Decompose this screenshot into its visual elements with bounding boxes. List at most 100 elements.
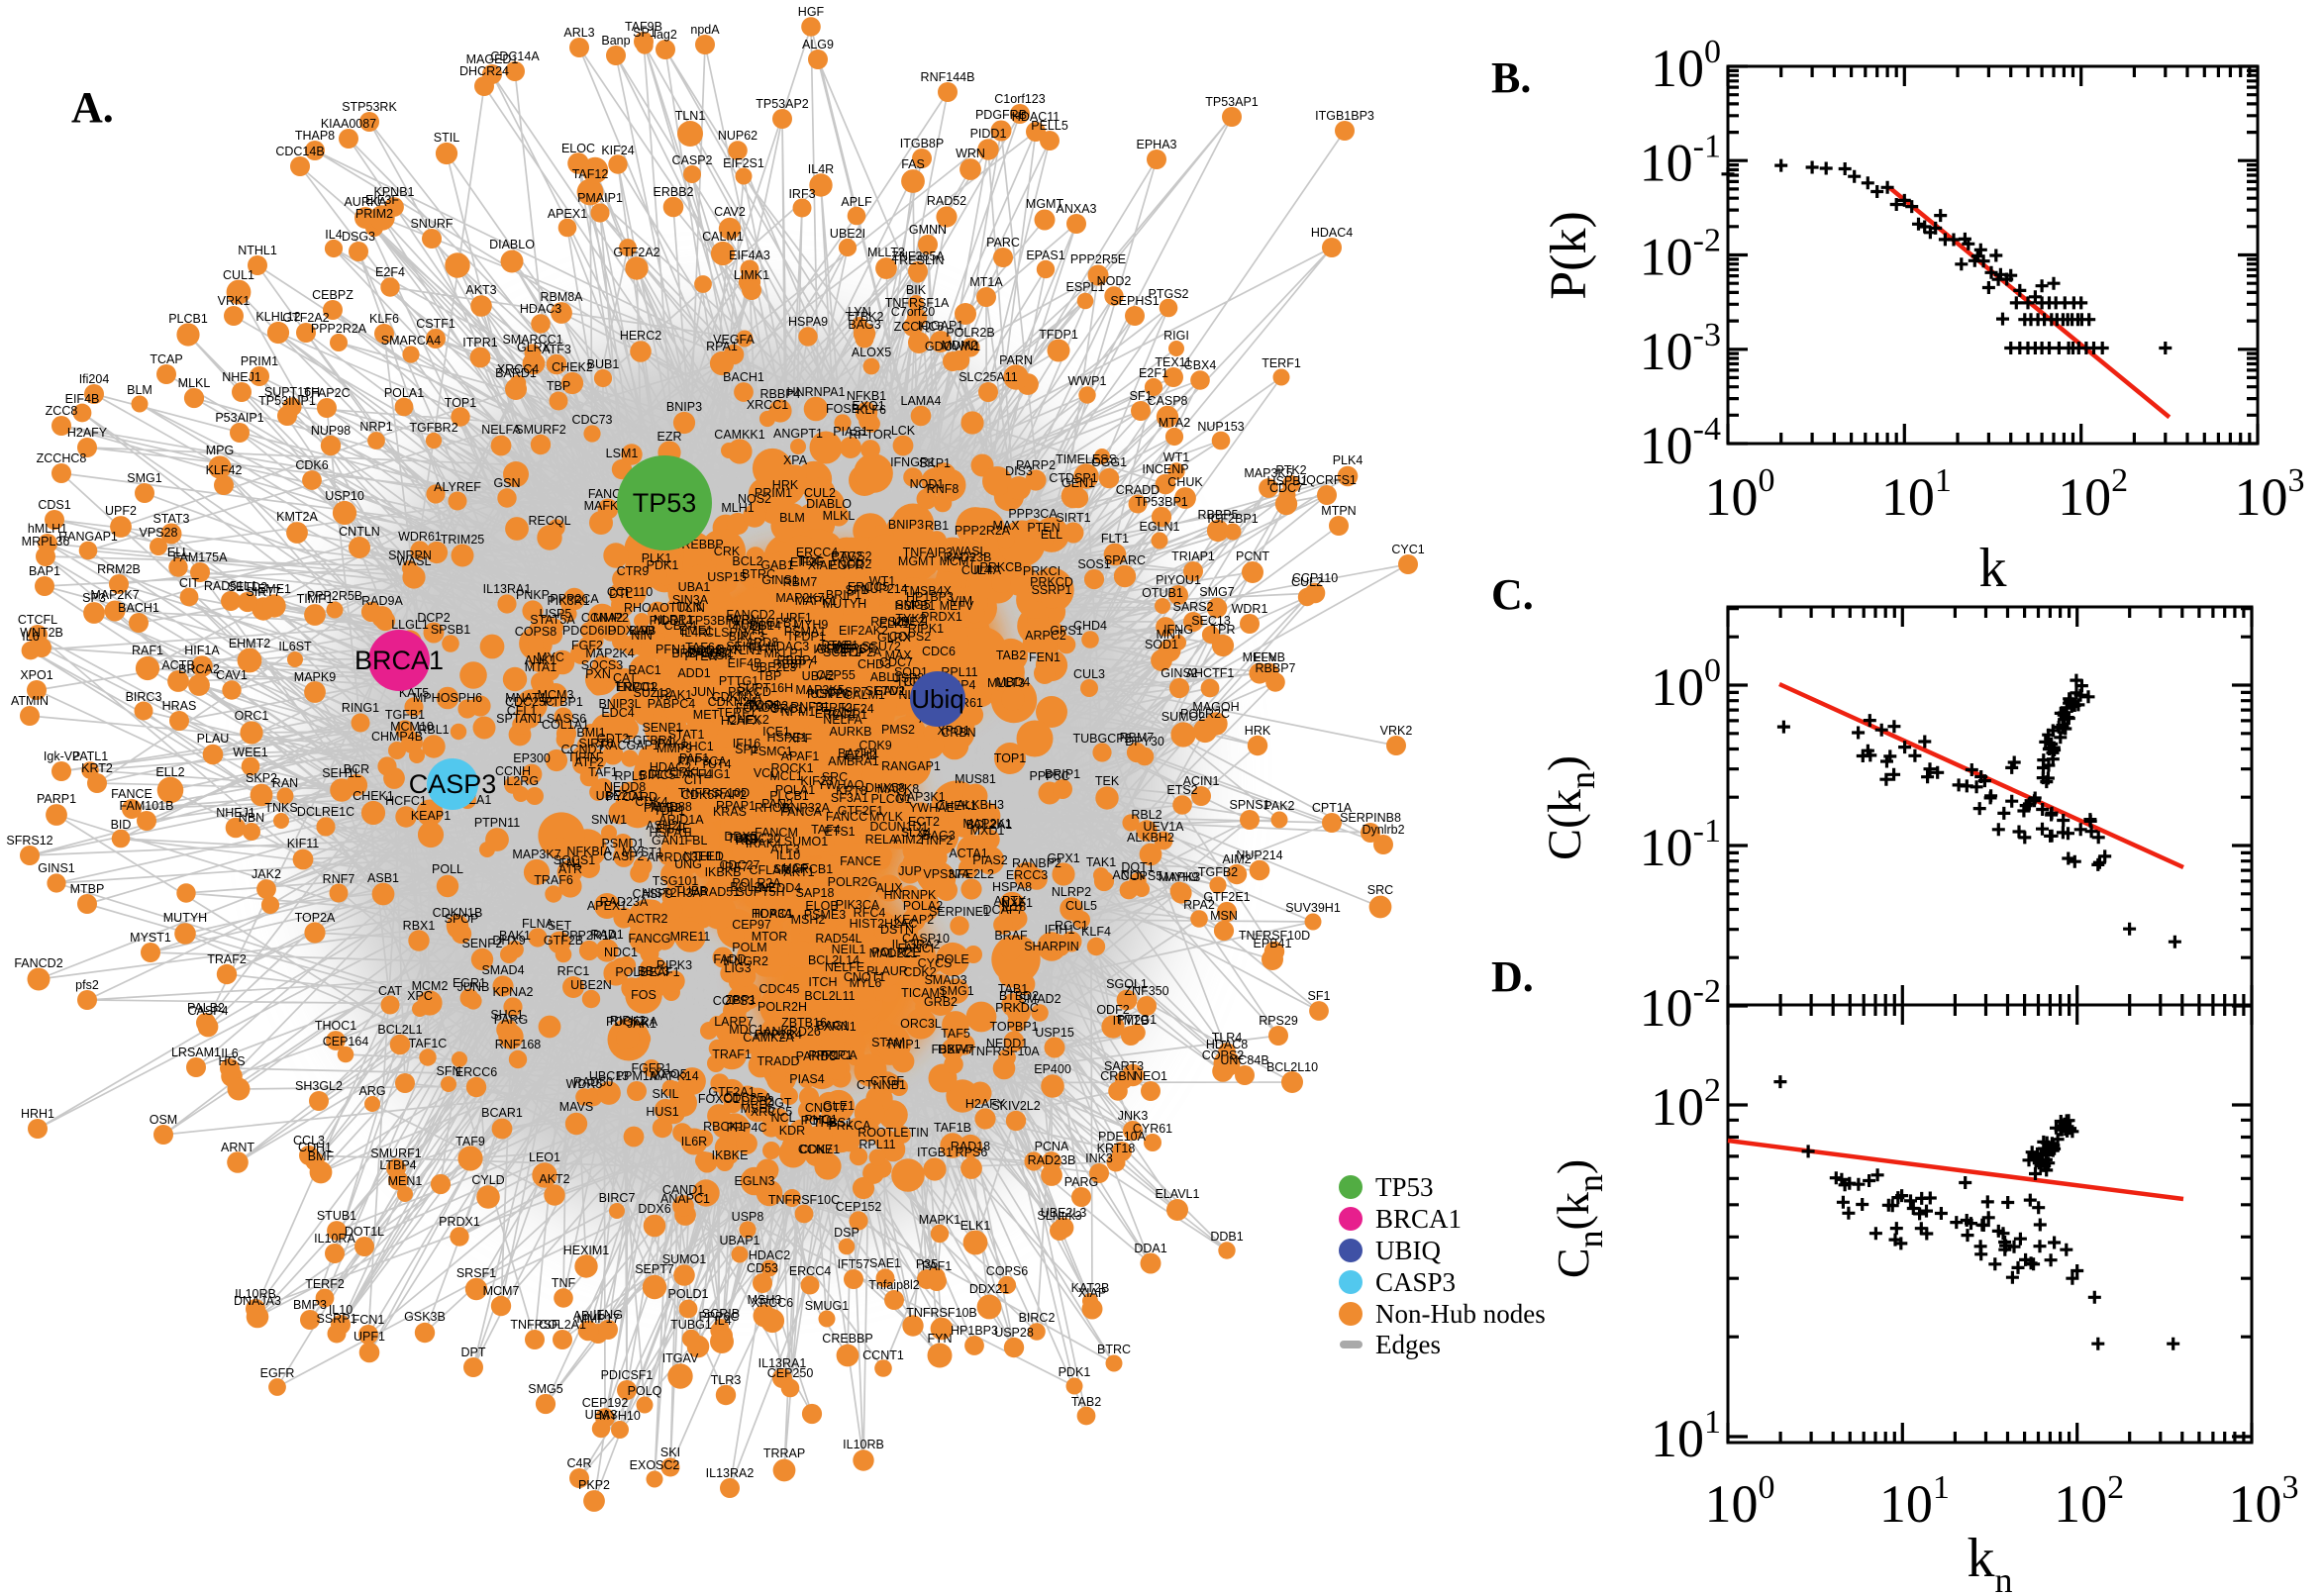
svg-text:KLHL12: KLHL12 bbox=[255, 310, 300, 324]
svg-text:ACTA1: ACTA1 bbox=[949, 847, 987, 860]
svg-text:CCP110: CCP110 bbox=[1292, 571, 1338, 585]
svg-text:BIRC7: BIRC7 bbox=[599, 1191, 636, 1205]
svg-text:FOS: FOS bbox=[631, 988, 656, 1002]
svg-text:RPAP1: RPAP1 bbox=[716, 799, 756, 813]
svg-text:VHL: VHL bbox=[744, 624, 767, 638]
svg-text:PHC1: PHC1 bbox=[804, 1113, 837, 1127]
svg-text:SUV39H1: SUV39H1 bbox=[1285, 901, 1341, 915]
svg-text:PAF1: PAF1 bbox=[922, 1259, 952, 1273]
svg-text:JUP: JUP bbox=[898, 864, 922, 878]
svg-text:RB1: RB1 bbox=[925, 519, 949, 533]
svg-text:ITPR1: ITPR1 bbox=[462, 336, 497, 349]
svg-text:KIF24: KIF24 bbox=[601, 144, 634, 157]
svg-text:TNKS: TNKS bbox=[264, 801, 297, 815]
svg-text:FANCG: FANCG bbox=[628, 932, 670, 946]
svg-text:CAMKK1: CAMKK1 bbox=[714, 428, 764, 442]
svg-text:CDC73: CDC73 bbox=[572, 413, 613, 427]
svg-text:CREBBP: CREBBP bbox=[822, 1332, 872, 1346]
svg-text:IFNGR2: IFNGR2 bbox=[723, 954, 768, 968]
svg-text:SMARCB1: SMARCB1 bbox=[773, 862, 833, 876]
svg-text:PARN: PARN bbox=[999, 353, 1033, 367]
svg-text:RECQL: RECQL bbox=[528, 514, 570, 528]
svg-text:YWHAE: YWHAE bbox=[909, 801, 955, 815]
svg-text:YWHAQ: YWHAQ bbox=[817, 778, 864, 792]
svg-text:DCAF7: DCAF7 bbox=[983, 903, 1024, 917]
svg-text:CDK7: CDK7 bbox=[799, 1143, 832, 1156]
svg-text:TERF2: TERF2 bbox=[305, 1277, 345, 1291]
svg-text:TP53AP1: TP53AP1 bbox=[1205, 95, 1259, 109]
svg-text:HSPB1: HSPB1 bbox=[895, 599, 936, 613]
svg-text:VPS37A: VPS37A bbox=[923, 867, 970, 881]
svg-text:CASP3: CASP3 bbox=[1375, 1267, 1456, 1297]
svg-text:ORC1: ORC1 bbox=[235, 709, 269, 723]
svg-text:MMP2: MMP2 bbox=[593, 611, 629, 625]
svg-text:MT1A: MT1A bbox=[969, 275, 1003, 289]
svg-text:CASP2: CASP2 bbox=[672, 153, 713, 167]
svg-text:SP1: SP1 bbox=[633, 26, 656, 40]
svg-text:NPM1: NPM1 bbox=[781, 705, 816, 719]
svg-text:CEP250: CEP250 bbox=[767, 1366, 814, 1380]
svg-text:CAV2: CAV2 bbox=[714, 205, 746, 219]
svg-text:ANGPT1: ANGPT1 bbox=[773, 427, 823, 441]
svg-text:GINS1: GINS1 bbox=[38, 861, 75, 875]
svg-text:IFT57: IFT57 bbox=[838, 1257, 870, 1271]
svg-text:MAPK8: MAPK8 bbox=[877, 782, 919, 796]
svg-text:KLF42: KLF42 bbox=[206, 463, 243, 477]
svg-text:IL6: IL6 bbox=[22, 630, 39, 644]
svg-text:ATR: ATR bbox=[558, 862, 582, 876]
svg-text:FYN: FYN bbox=[928, 1332, 953, 1346]
svg-text:MLLT3: MLLT3 bbox=[867, 246, 905, 259]
svg-text:SIRT1: SIRT1 bbox=[1056, 511, 1090, 525]
svg-text:FLT1: FLT1 bbox=[1101, 532, 1129, 546]
svg-text:PLK4: PLK4 bbox=[1333, 453, 1364, 467]
svg-text:ARID1A: ARID1A bbox=[658, 813, 704, 827]
svg-text:GAB1: GAB1 bbox=[760, 558, 793, 572]
svg-text:IL6R: IL6R bbox=[681, 1135, 707, 1148]
svg-text:HSPA9: HSPA9 bbox=[788, 315, 828, 329]
svg-text:MAPK1: MAPK1 bbox=[919, 1213, 960, 1227]
svg-text:SMURF1: SMURF1 bbox=[370, 1147, 421, 1160]
svg-text:DIABLO: DIABLO bbox=[489, 238, 535, 251]
svg-text:TRAF2: TRAF2 bbox=[207, 952, 247, 966]
svg-text:SCLT1: SCLT1 bbox=[823, 646, 860, 659]
svg-text:CCNT1: CCNT1 bbox=[862, 1348, 904, 1362]
svg-text:TGFB2: TGFB2 bbox=[1198, 865, 1238, 879]
svg-text:TUBG1: TUBG1 bbox=[670, 1318, 712, 1332]
svg-text:NHEJ1: NHEJ1 bbox=[216, 806, 255, 820]
svg-text:A.: A. bbox=[71, 83, 114, 132]
svg-text:DCLRE1C: DCLRE1C bbox=[297, 805, 354, 819]
svg-text:DPT: DPT bbox=[461, 1346, 486, 1359]
svg-text:CDK6: CDK6 bbox=[295, 458, 328, 472]
svg-text:RHOA: RHOA bbox=[624, 601, 660, 615]
svg-text:ARNT: ARNT bbox=[221, 1141, 254, 1154]
svg-text:GPS1: GPS1 bbox=[1050, 624, 1082, 638]
svg-text:TAK1: TAK1 bbox=[1086, 855, 1116, 869]
svg-text:TMSB4X: TMSB4X bbox=[902, 584, 953, 598]
svg-text:RPS6: RPS6 bbox=[956, 1146, 988, 1159]
svg-text:SGOL1: SGOL1 bbox=[1106, 977, 1148, 991]
svg-text:PLK1: PLK1 bbox=[642, 551, 672, 565]
svg-text:TAF5: TAF5 bbox=[941, 1027, 970, 1041]
svg-text:MAP3K5: MAP3K5 bbox=[1244, 466, 1292, 480]
svg-text:KIF11: KIF11 bbox=[287, 837, 319, 850]
svg-text:DDB1: DDB1 bbox=[1210, 1230, 1243, 1244]
svg-text:KRT18: KRT18 bbox=[1097, 1142, 1136, 1155]
svg-text:WRN: WRN bbox=[956, 147, 985, 160]
svg-text:VRK2: VRK2 bbox=[1380, 724, 1413, 738]
svg-text:TOP1: TOP1 bbox=[445, 396, 476, 410]
svg-text:MAFK: MAFK bbox=[584, 499, 619, 513]
svg-text:AHCTF1: AHCTF1 bbox=[1186, 666, 1235, 680]
svg-text:TGFBR2: TGFBR2 bbox=[409, 421, 457, 435]
svg-text:NDC1: NDC1 bbox=[604, 946, 638, 959]
svg-text:BRAF: BRAF bbox=[994, 929, 1028, 943]
svg-text:C.: C. bbox=[1491, 570, 1534, 619]
svg-text:BID: BID bbox=[111, 818, 132, 832]
svg-text:MXD1: MXD1 bbox=[970, 824, 1005, 838]
svg-text:TAF1B: TAF1B bbox=[934, 1121, 971, 1135]
svg-text:EP400: EP400 bbox=[1034, 1062, 1071, 1076]
svg-text:ZCCHC8: ZCCHC8 bbox=[37, 451, 87, 465]
svg-text:IKBKE: IKBKE bbox=[712, 1148, 749, 1162]
svg-text:Tnfaip8l2: Tnfaip8l2 bbox=[868, 1278, 919, 1292]
svg-text:CDC14A: CDC14A bbox=[490, 50, 540, 63]
svg-text:RAD54L: RAD54L bbox=[815, 932, 861, 946]
